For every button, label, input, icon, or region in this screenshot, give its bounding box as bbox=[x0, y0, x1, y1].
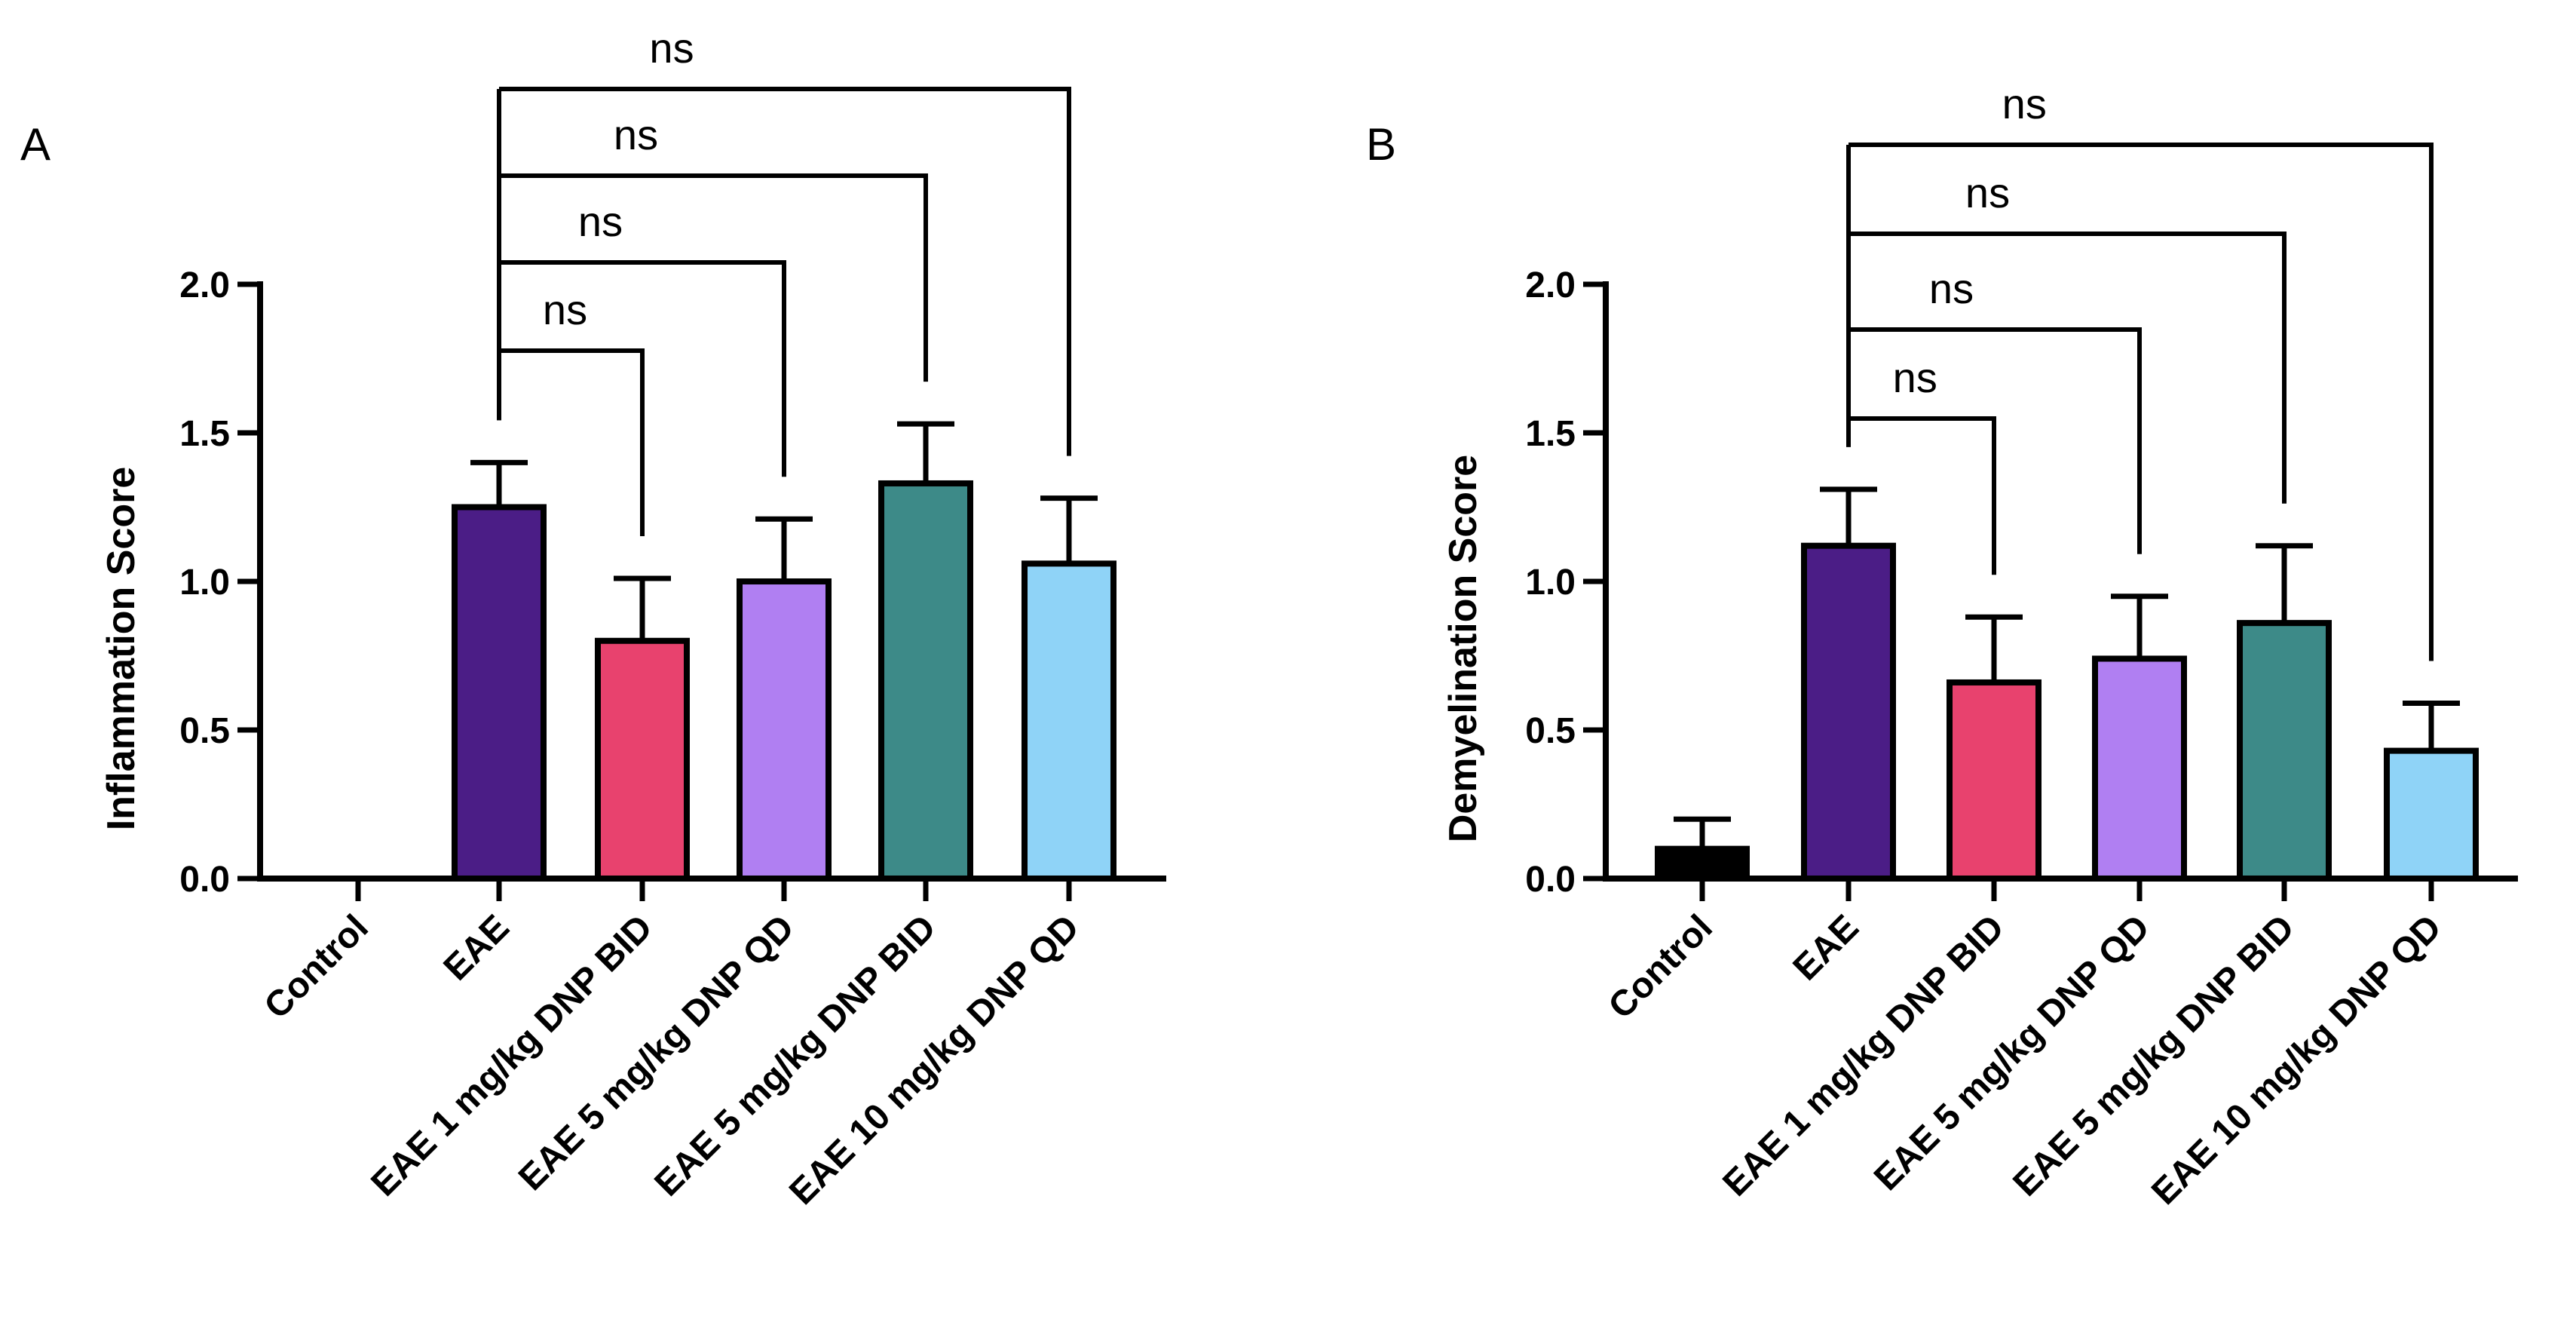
panel-a-y-tick-label: 0.5 bbox=[179, 711, 230, 751]
panel-b-x-tick-label: Control bbox=[1601, 907, 1720, 1026]
panel-a-significance-label: ns bbox=[543, 286, 587, 333]
panel-b-significance-bracket bbox=[1849, 232, 2287, 504]
panel-b: B Demyelination Score 0.0 0.5 1.0 1.5 2.0 Con… bbox=[1366, 80, 2518, 1213]
panel-b-significance-bracket bbox=[1849, 416, 1996, 575]
panel-a-x-tick-label: EAE 10 mg/kg DNP QD bbox=[782, 907, 1087, 1213]
panel-a-y-tick-label: 0.0 bbox=[179, 860, 230, 900]
panel-a-bar bbox=[1022, 560, 1116, 882]
panel-a-significance-label: ns bbox=[578, 198, 623, 245]
panel-b-bar bbox=[2092, 655, 2187, 882]
panel-b-y-tick-label: 0.5 bbox=[1525, 711, 1576, 751]
panel-a-y-axis-title: Inflammation Score bbox=[100, 467, 143, 831]
panel-a-x-tick-label: Control bbox=[257, 907, 376, 1026]
panel-a-significance-label: ns bbox=[614, 111, 658, 158]
panel-a: A Inflammation Score 0.0 0.5 1.0 1.5 2.0 Cont… bbox=[20, 24, 1166, 1213]
panel-a-y-tick-label: 2.0 bbox=[179, 265, 230, 305]
panel-a-bar bbox=[452, 504, 547, 882]
panel-a-y-tick-label: 1.0 bbox=[179, 563, 230, 603]
panel-a-y-tick-label: 1.5 bbox=[179, 414, 230, 454]
panel-a-label: A bbox=[20, 119, 51, 170]
panel-a-significance-bracket bbox=[499, 173, 928, 382]
panel-b-significance-bracket bbox=[1849, 143, 2434, 661]
panel-a-bar bbox=[595, 637, 690, 882]
panel-b-x-tick-label: EAE bbox=[1786, 907, 1867, 988]
panel-a-x-tick-label: EAE bbox=[436, 907, 517, 988]
panel-b-bar bbox=[2237, 620, 2332, 882]
panel-b-y-axis-title: Demyelination Score bbox=[1441, 455, 1485, 842]
panel-b-bar bbox=[1801, 542, 1896, 882]
panel-a-x-tick-label: EAE 5 mg/kg DNP QD bbox=[511, 907, 802, 1198]
panel-a-significance-label: ns bbox=[649, 24, 694, 72]
panel-b-label: B bbox=[1366, 119, 1396, 170]
panel-b-x-tick-label: EAE 5 mg/kg DNP BID bbox=[2005, 907, 2302, 1204]
panel-b-bar bbox=[1947, 679, 2042, 882]
panel-b-y-tick-label: 2.0 bbox=[1525, 265, 1576, 305]
panel-a-bar bbox=[878, 480, 973, 882]
panel-b-significance-label: ns bbox=[2002, 80, 2047, 127]
panel-b-significance-bracket bbox=[1849, 327, 2142, 554]
panel-b-y-tick-label: 1.5 bbox=[1525, 414, 1576, 454]
panel-b-x-tick-label: EAE 5 mg/kg DNP QD bbox=[1867, 907, 2158, 1198]
panel-b-significance-label: ns bbox=[1965, 169, 2010, 216]
panel-b-bar bbox=[1655, 845, 1750, 882]
panel-b-y-tick-label: 0.0 bbox=[1525, 860, 1576, 900]
panel-a-x-tick-label: EAE 5 mg/kg DNP BID bbox=[647, 907, 943, 1204]
panel-b-y-tick-label: 1.0 bbox=[1525, 563, 1576, 603]
panel-b-significance-label: ns bbox=[1893, 354, 1937, 401]
panel-a-x-tick-label: EAE 1 mg/kg DNP BID bbox=[363, 907, 660, 1204]
panel-b-bar bbox=[2384, 747, 2479, 882]
panel-a-bar bbox=[737, 578, 832, 882]
panel-a-significance-bracket bbox=[499, 87, 1071, 456]
panel-b-x-tick-label: EAE 1 mg/kg DNP BID bbox=[1715, 907, 2011, 1204]
panel-b-x-tick-label: EAE 10 mg/kg DNP QD bbox=[2144, 907, 2449, 1213]
panel-a-significance-bracket bbox=[499, 260, 786, 477]
panel-b-significance-label: ns bbox=[1929, 265, 1974, 312]
panel-a-significance-bracket bbox=[499, 348, 645, 537]
